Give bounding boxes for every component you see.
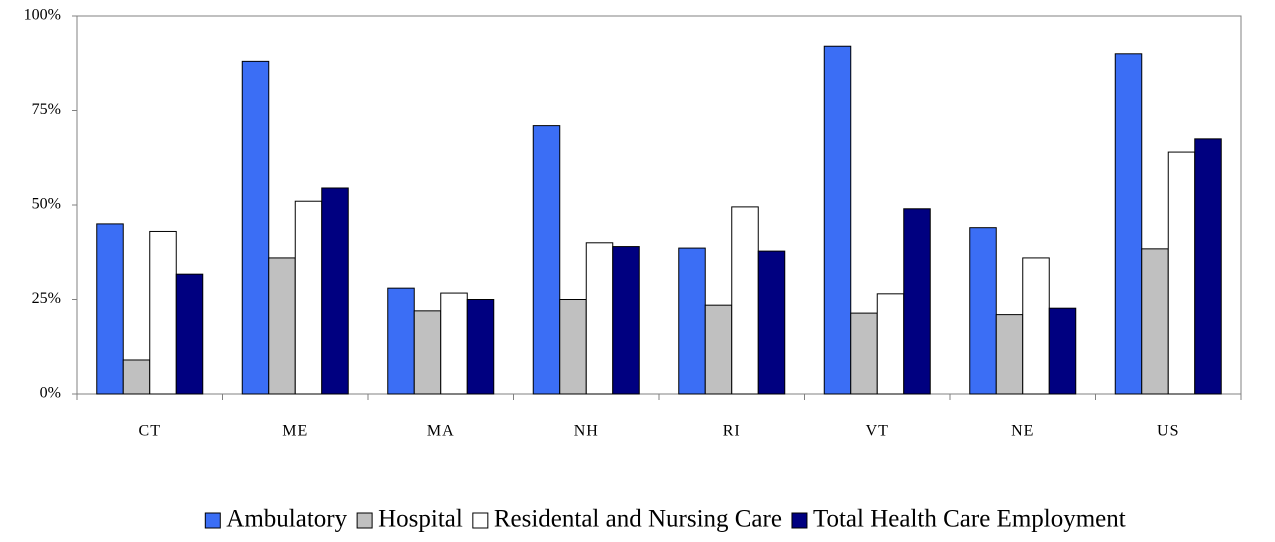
bar xyxy=(1167,151,1196,395)
bar xyxy=(1048,307,1077,395)
bar xyxy=(704,304,733,395)
bar xyxy=(149,230,177,395)
legend-swatch xyxy=(472,512,489,529)
bar xyxy=(678,247,706,395)
x-tick-label: ME xyxy=(282,423,308,440)
bar xyxy=(850,312,878,395)
bar xyxy=(559,299,587,395)
bar xyxy=(175,273,204,395)
x-tick-label: NE xyxy=(1011,423,1034,440)
legend-label: Total Health Care Employment xyxy=(813,506,1126,533)
bar xyxy=(1022,257,1050,395)
bar xyxy=(466,299,495,395)
bar xyxy=(969,227,997,395)
y-tick-label: 25% xyxy=(32,290,61,307)
bar xyxy=(122,359,151,395)
legend-swatch xyxy=(204,512,221,529)
bar xyxy=(903,208,931,395)
bar xyxy=(757,250,786,395)
x-tick-label: NH xyxy=(574,423,599,440)
bar xyxy=(1114,53,1143,395)
bar xyxy=(294,200,323,395)
bar xyxy=(585,242,614,395)
bar xyxy=(612,246,640,395)
bar xyxy=(321,187,349,395)
bar xyxy=(1194,138,1222,395)
bar xyxy=(1141,248,1169,395)
bar xyxy=(413,310,442,395)
legend-label: Hospital xyxy=(378,506,463,533)
legend-label: Residental and Nursing Care xyxy=(494,506,782,533)
x-tick-label: VT xyxy=(866,423,889,440)
x-tick-label: CT xyxy=(139,423,161,440)
bar xyxy=(387,287,415,395)
legend-swatch xyxy=(791,512,808,529)
bar xyxy=(532,125,561,395)
bar xyxy=(268,257,296,395)
bar xyxy=(995,314,1024,395)
bar xyxy=(823,45,852,395)
y-tick-label: 75% xyxy=(32,101,61,118)
y-tick-label: 100% xyxy=(24,7,61,24)
x-tick-label: MA xyxy=(427,423,455,440)
legend-label: Ambulatory xyxy=(226,506,347,533)
y-tick-label: 0% xyxy=(40,385,61,402)
bar xyxy=(731,206,759,395)
y-tick-label: 50% xyxy=(32,196,61,213)
x-tick-label: RI xyxy=(723,423,741,440)
bar xyxy=(241,60,270,395)
legend-swatch xyxy=(356,512,373,529)
bar xyxy=(96,223,124,395)
bar xyxy=(876,293,905,395)
x-tick-label: US xyxy=(1157,423,1179,440)
bar xyxy=(440,292,468,395)
